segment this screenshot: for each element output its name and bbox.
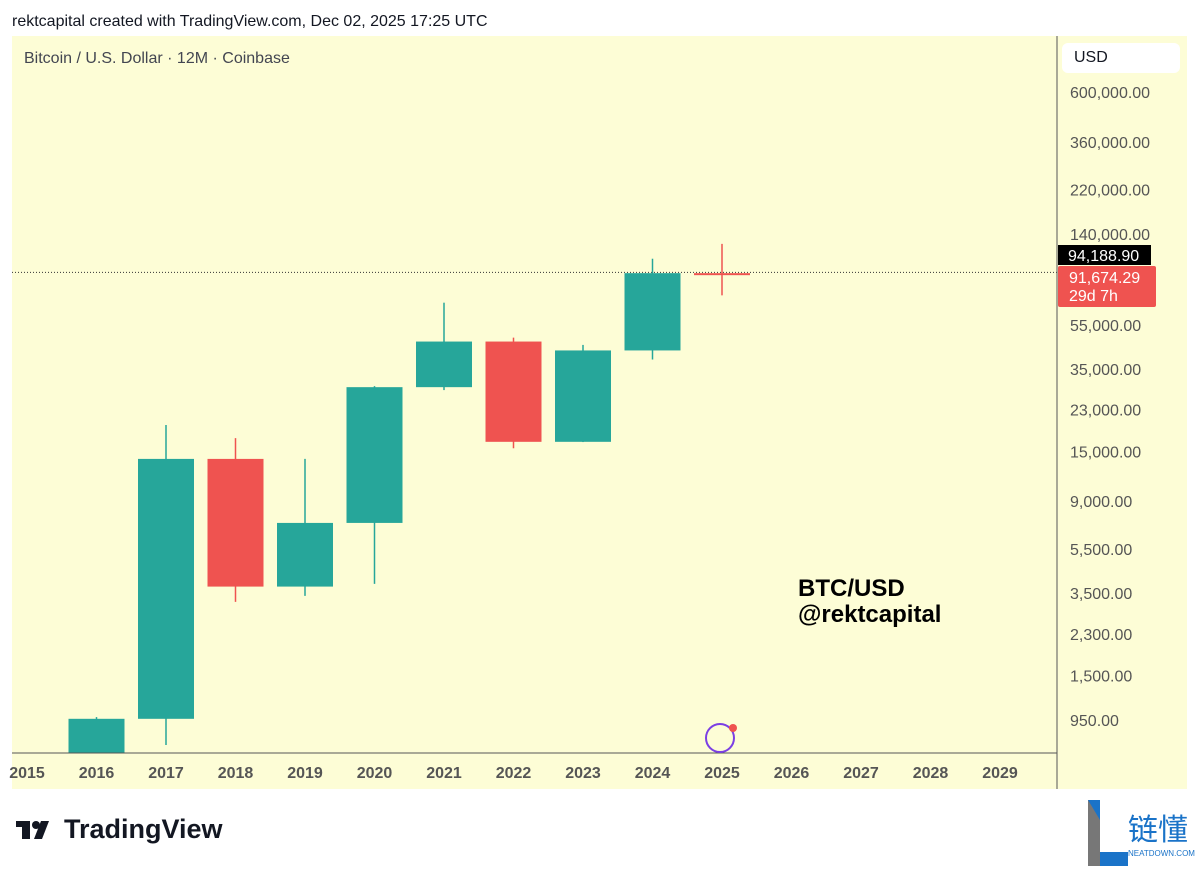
x-tick-label: 2015: [9, 765, 45, 782]
currency-button[interactable]: USD: [1062, 43, 1180, 73]
candle-2021: [416, 302, 472, 391]
price-line-label-bg: [1058, 245, 1151, 265]
x-tick-label: 2029: [982, 765, 1018, 782]
candle-2017: [138, 425, 194, 745]
y-tick-label: 360,000.00: [1070, 135, 1150, 152]
y-tick-label: 220,000.00: [1070, 183, 1150, 200]
last-price-label-bg: [1058, 266, 1156, 307]
y-tick-label: 23,000.00: [1070, 403, 1141, 420]
candle-body: [207, 458, 264, 587]
y-tick-label: 3,500.00: [1070, 586, 1132, 603]
candle-body: [346, 387, 403, 523]
y-tick-label: 1,500.00: [1070, 669, 1132, 686]
bar-countdown: 29d 7h: [1069, 288, 1118, 305]
candle-body: [277, 522, 333, 587]
x-tick-label: 2026: [774, 765, 810, 782]
notification-dot: [729, 724, 737, 732]
candle-2016: [68, 717, 125, 753]
y-tick-label: 15,000.00: [1070, 444, 1141, 461]
chart-header: rektcapital created with TradingView.com…: [12, 13, 488, 30]
candle-body: [555, 350, 611, 442]
candle-2022: [485, 337, 542, 449]
candle-body: [68, 718, 125, 753]
x-tick-label: 2021: [426, 765, 462, 782]
y-tick-label: 5,500.00: [1070, 542, 1132, 559]
y-tick-label: 35,000.00: [1070, 362, 1141, 379]
x-tick-label: 2019: [287, 765, 323, 782]
tv-logo-icon: [16, 820, 49, 839]
watermark-line2: @rektcapital: [798, 601, 942, 628]
y-tick-label: 9,000.00: [1070, 494, 1132, 511]
x-tick-label: 2020: [357, 765, 393, 782]
x-tick-label: 2022: [496, 765, 532, 782]
candle-2024: [624, 258, 681, 360]
candle-body: [138, 458, 194, 719]
y-tick-label: 55,000.00: [1070, 318, 1141, 335]
candle-2023: [555, 344, 611, 443]
symbol-legend: Bitcoin / U.S. Dollar · 12M · Coinbase: [24, 50, 290, 67]
y-tick-label: 600,000.00: [1070, 85, 1150, 102]
x-tick-label: 2023: [565, 765, 601, 782]
y-tick-label: 140,000.00: [1070, 227, 1150, 244]
watermark-line1: BTC/USD: [798, 575, 905, 602]
x-tick-label: 2027: [843, 765, 879, 782]
candle-body: [624, 273, 681, 351]
tradingview-logo: TradingView: [16, 814, 223, 845]
candle-body: [694, 273, 750, 276]
candle-body: [485, 341, 542, 442]
ai-assistant-icon: [705, 723, 735, 753]
x-tick-label: 2028: [913, 765, 949, 782]
candle-2018: [207, 438, 264, 602]
last-price-label: 91,674.29: [1069, 270, 1140, 287]
partner-logo-sub: NEATDOWN.COM: [1128, 849, 1195, 858]
x-tick-label: 2025: [704, 765, 740, 782]
candle-2019: [277, 458, 333, 596]
y-tick-label: 950.00: [1070, 713, 1119, 730]
neatdown-logo: 链懂 NEATDOWN.COM: [1088, 800, 1198, 866]
x-tick-label: 2017: [148, 765, 184, 782]
x-tick-label: 2018: [218, 765, 254, 782]
tv-brand: TradingView: [64, 814, 223, 844]
partner-logo-text: 链懂: [1128, 814, 1188, 847]
candle-2025: [694, 243, 750, 296]
x-tick-label: 2016: [79, 765, 115, 782]
x-tick-label: 2024: [635, 765, 671, 782]
y-tick-label: 2,300.00: [1070, 627, 1132, 644]
price-line-label: 94,188.90: [1068, 248, 1139, 265]
candle-body: [416, 341, 472, 388]
watermark: BTC/USD @rektcapital: [798, 576, 941, 628]
candle-2020: [346, 386, 403, 584]
